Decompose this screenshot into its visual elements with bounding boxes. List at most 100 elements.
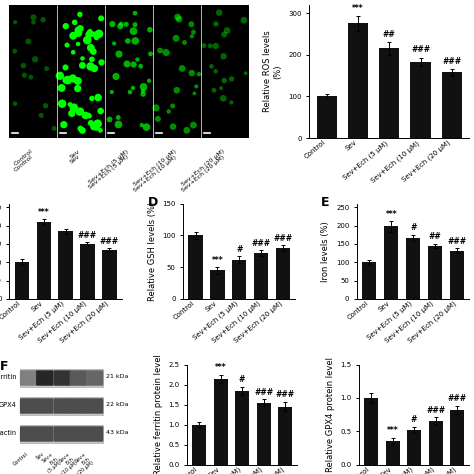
Text: β-actin: β-actin [0, 429, 17, 436]
Bar [450, 410, 464, 465]
Text: ##: ## [429, 232, 441, 241]
Point [42, 102, 49, 109]
Text: ***: *** [385, 210, 397, 219]
Point [84, 111, 92, 119]
Bar [214, 379, 228, 465]
Point [123, 60, 131, 68]
Bar [364, 398, 378, 465]
Text: #: # [410, 223, 416, 232]
Point [175, 15, 183, 23]
Point [242, 70, 249, 77]
Point [92, 124, 100, 131]
Point [173, 35, 180, 42]
Text: #: # [236, 245, 243, 254]
Point [129, 84, 137, 92]
Point [79, 55, 86, 62]
Point [152, 104, 160, 112]
Text: ###: ### [254, 388, 273, 397]
Point [240, 16, 248, 24]
FancyBboxPatch shape [36, 398, 54, 414]
Point [74, 26, 82, 34]
Point [181, 39, 188, 46]
Point [140, 83, 147, 91]
Point [188, 20, 195, 28]
Point [20, 72, 28, 79]
Point [79, 127, 86, 134]
Point [126, 88, 134, 96]
Point [137, 63, 145, 70]
Point [191, 90, 198, 97]
Text: ###: ### [447, 237, 466, 246]
Text: Ferritin: Ferritin [0, 374, 17, 380]
Point [183, 127, 191, 134]
FancyBboxPatch shape [36, 370, 54, 386]
Point [115, 50, 123, 58]
Point [106, 116, 113, 123]
Point [97, 15, 105, 22]
Text: Sev+
Ech
(20 μM): Sev+ Ech (20 μM) [70, 452, 95, 474]
Point [43, 65, 50, 73]
FancyBboxPatch shape [70, 370, 87, 386]
Point [68, 109, 75, 117]
Bar [58, 231, 73, 299]
Point [69, 48, 77, 56]
Point [223, 27, 231, 34]
Text: ###: ### [426, 406, 445, 415]
FancyBboxPatch shape [70, 426, 87, 442]
Point [37, 111, 45, 119]
Y-axis label: Relative GSH levels (%): Relative GSH levels (%) [147, 201, 156, 301]
Text: Sev+
Ech
(5 μM): Sev+ Ech (5 μM) [39, 452, 62, 474]
Point [91, 122, 98, 130]
Point [220, 31, 228, 38]
Point [31, 55, 39, 63]
Point [71, 18, 79, 26]
Point [228, 99, 235, 106]
Point [112, 73, 120, 80]
Point [75, 108, 83, 115]
Point [173, 86, 181, 94]
Point [217, 84, 225, 92]
Point [25, 37, 32, 45]
Point [109, 20, 116, 28]
Point [130, 27, 137, 35]
Point [219, 95, 227, 102]
Point [87, 63, 94, 70]
Point [63, 76, 70, 84]
Point [97, 127, 104, 134]
Point [63, 41, 71, 49]
Point [64, 76, 72, 84]
Point [69, 32, 77, 39]
Text: 43 kDa: 43 kDa [106, 430, 128, 435]
Text: ###: ### [100, 237, 119, 246]
Point [58, 100, 66, 108]
Point [77, 107, 85, 115]
Text: F: F [0, 360, 9, 373]
Point [212, 20, 220, 28]
Point [134, 56, 141, 64]
Text: Sev+Ech (20 μM): Sev+Ech (20 μM) [181, 149, 225, 187]
Bar [407, 430, 421, 465]
Point [131, 9, 139, 17]
Point [210, 86, 218, 94]
FancyBboxPatch shape [54, 426, 71, 442]
Point [110, 40, 118, 47]
Text: ***: *** [211, 256, 223, 265]
Bar [36, 222, 51, 299]
Point [76, 25, 84, 32]
Point [86, 28, 94, 36]
Point [215, 9, 223, 17]
Point [131, 21, 139, 28]
Text: Control: Control [12, 452, 28, 467]
Point [115, 121, 122, 128]
Point [11, 47, 18, 55]
Point [82, 112, 89, 119]
Point [188, 69, 196, 77]
Point [30, 18, 37, 26]
Text: ###: ### [442, 56, 461, 65]
Y-axis label: Relative GPX4 protein level: Relative GPX4 protein level [326, 357, 335, 472]
Text: Control: Control [13, 154, 34, 173]
Bar [232, 260, 246, 299]
Text: ##: ## [383, 30, 396, 39]
Point [93, 34, 100, 41]
Point [70, 104, 78, 111]
